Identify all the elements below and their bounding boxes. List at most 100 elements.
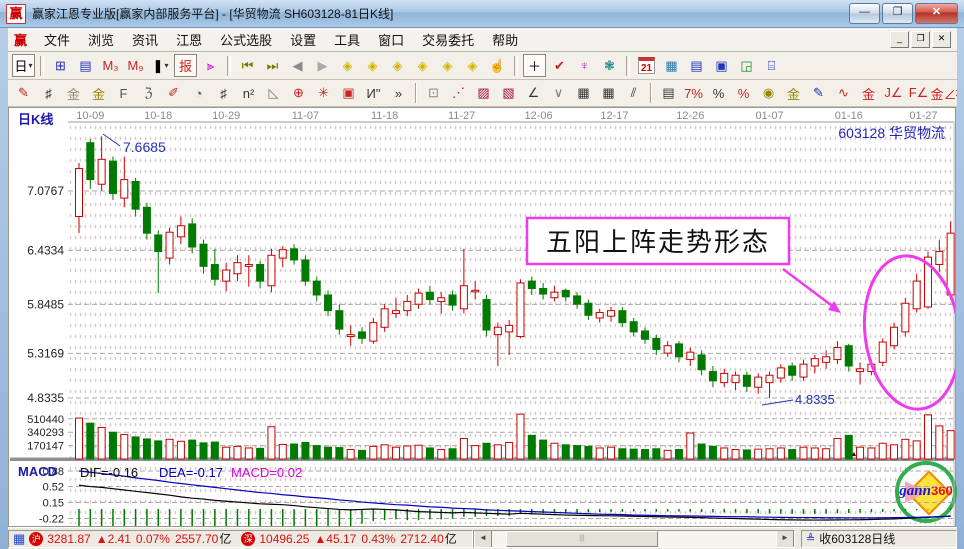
expand-x-icon[interactable]: ◈ (392, 57, 403, 73)
compress-x-icon[interactable]: ◈ (417, 57, 428, 73)
menu-item-4[interactable]: 公式选股 (220, 33, 273, 48)
scroll-left-arrow[interactable]: ◄ (474, 530, 492, 547)
scrollbar-track[interactable] (492, 530, 776, 547)
scroll-right-arrow[interactable]: ► (776, 530, 794, 547)
gold-angle-icon[interactable]: 金∠ (930, 86, 957, 102)
candle-body (765, 374, 774, 384)
ruler-pencil-icon[interactable]: ✐ (168, 85, 179, 100)
menu-item-3[interactable]: 江恩 (176, 33, 203, 48)
calculator-icon[interactable]: ▦ (665, 57, 678, 73)
report-list-icon[interactable]: ▤ (690, 57, 703, 73)
dense-grid-icon[interactable]: ♯ (220, 85, 227, 101)
menu-item-6[interactable]: 工具 (334, 33, 361, 48)
menu-item-1[interactable]: 浏览 (88, 33, 115, 48)
percent-line-icon[interactable]: % (737, 85, 750, 101)
maximize-button[interactable]: ❐ (882, 3, 913, 24)
candle-body (833, 347, 842, 361)
ma3-chart-icon[interactable]: M₃ (102, 58, 119, 73)
golden-grid-icon[interactable]: 金 (66, 86, 80, 102)
grid-tool-icon[interactable]: ♯ (45, 85, 52, 101)
save-net-icon[interactable]: ◲ (740, 57, 753, 73)
starburst-icon[interactable]: ✳ (318, 85, 329, 100)
crosshair-icon[interactable]: ＋ (523, 54, 546, 77)
more-tools-button[interactable]: » (394, 85, 403, 101)
menu-item-7[interactable]: 窗口 (378, 33, 405, 48)
candle-body (810, 358, 819, 367)
scrollbar-thumb[interactable] (506, 530, 658, 547)
child-minimize-button[interactable]: _ (890, 31, 909, 48)
gann-node-icon[interactable]: ♆ (579, 58, 590, 73)
angle-ruler-icon[interactable]: ◺ (268, 85, 279, 100)
measure-tool-icon[interactable]: ✔ (554, 57, 565, 73)
first-page-icon[interactable]: ⏮ (241, 57, 254, 73)
chart-region[interactable]: gann360 10-09 10-18 10-29 11-07 11-18 11-27 12… (8, 107, 957, 527)
printer-icon[interactable]: ⌸ (767, 57, 776, 73)
color-bars-icon[interactable]: ⫸ (206, 57, 215, 73)
menu-item-2[interactable]: 资讯 (132, 33, 159, 48)
child-restore-button[interactable]: ❐ (911, 31, 930, 48)
golden-grid2-icon[interactable]: 金 (91, 86, 105, 102)
kline-chart-canvas[interactable]: 10-09 10-18 10-29 11-07 11-18 11-27 12-06 12-17… (9, 108, 955, 526)
volume-bar (290, 443, 299, 460)
zoom-in-x-icon[interactable]: ◈ (367, 57, 378, 73)
toolbar-separator (650, 83, 652, 103)
f-angle-icon[interactable]: F∠ (908, 85, 929, 100)
hand-tool-icon[interactable]: ☝ (489, 57, 506, 73)
horizontal-scrollbar[interactable]: ◄ ► (473, 529, 795, 548)
shaded-box-icon[interactable]: ▨ (477, 85, 490, 100)
compress-all-icon[interactable]: ◈ (467, 57, 478, 73)
calendar-icon[interactable]: 21 (635, 54, 658, 77)
circle-cross-icon[interactable]: ⊕ (293, 85, 304, 100)
market-grid-icon[interactable]: ▦ (13, 530, 26, 546)
v-dots-icon[interactable]: ∨ (553, 85, 564, 100)
kline-period-button[interactable]: 日 ▾ (12, 54, 35, 77)
parallel-lines-icon[interactable]: ⫽ (630, 85, 637, 100)
frame-tool-icon[interactable]: ⊡ (428, 85, 439, 100)
expand-all-icon[interactable]: ◈ (442, 57, 453, 73)
menu-item-0[interactable]: 文件 (44, 33, 71, 48)
brain-icon[interactable]: ❃ (604, 57, 615, 73)
f-grid-icon[interactable]: F (119, 85, 128, 101)
prev-page-icon[interactable]: ◀ (292, 57, 303, 73)
trend-lines-icon[interactable]: ∠ (527, 85, 540, 100)
next-page-icon[interactable]: ▶ (317, 57, 328, 73)
ma9-chart-icon[interactable]: M₉ (127, 58, 144, 73)
volume-bar (810, 447, 819, 460)
candle-body (312, 280, 321, 296)
menu-item-9[interactable]: 帮助 (492, 33, 519, 48)
wave-av-icon[interactable]: ∿ (838, 85, 849, 100)
grid-box-icon[interactable]: ▦ (577, 85, 590, 100)
last-page-icon[interactable]: ⏭ (266, 57, 279, 73)
box-pattern-icon[interactable]: ▣ (342, 85, 355, 100)
close-button[interactable]: ✕ (915, 3, 958, 24)
draw-pencil-icon[interactable]: ✎ (18, 85, 29, 100)
blue-pen-icon[interactable]: ✎ (813, 85, 824, 100)
info-list-icon[interactable]: ▤ (79, 57, 92, 73)
menu-item-8[interactable]: 交易委托 (422, 33, 475, 48)
grid-box2-icon[interactable]: ▦ (602, 85, 615, 100)
zoom-out-x-icon[interactable]: ◈ (342, 57, 353, 73)
n2-icon[interactable]: n² (242, 85, 255, 101)
gold-line-icon[interactable]: 金 (861, 86, 875, 102)
shaded-box2-icon[interactable]: ▧ (502, 85, 515, 100)
report-icon[interactable]: 报 (174, 54, 197, 77)
overlay-window-icon[interactable]: ⊞ (55, 57, 66, 73)
child-close-button[interactable]: ✕ (932, 31, 951, 48)
percent-strike-icon[interactable]: 7% (684, 85, 703, 101)
candle-body (493, 326, 502, 336)
gold-circle-icon[interactable]: ◉ (762, 85, 775, 100)
percent-icon[interactable]: % (712, 85, 725, 101)
spiral-icon[interactable]: ℨ (144, 85, 153, 100)
stats-table-icon[interactable]: ▤ (662, 85, 675, 100)
gold-three-icon[interactable]: 金 (786, 86, 800, 102)
menu-item-5[interactable]: 设置 (290, 33, 317, 48)
candle-style-dropdown[interactable]: ❚ ▾ (152, 57, 169, 73)
clock-circle-icon[interactable]: ◔ (194, 85, 203, 101)
j-angle-icon[interactable]: J∠ (884, 85, 903, 100)
minimize-button[interactable]: — (849, 3, 880, 24)
fan-lines-icon[interactable]: ⋰ (452, 85, 465, 100)
toolbar-separator (626, 55, 630, 76)
candle-body (414, 292, 423, 305)
save-icon[interactable]: ▣ (715, 57, 728, 73)
wave-mark-icon[interactable]: И" (366, 85, 381, 101)
